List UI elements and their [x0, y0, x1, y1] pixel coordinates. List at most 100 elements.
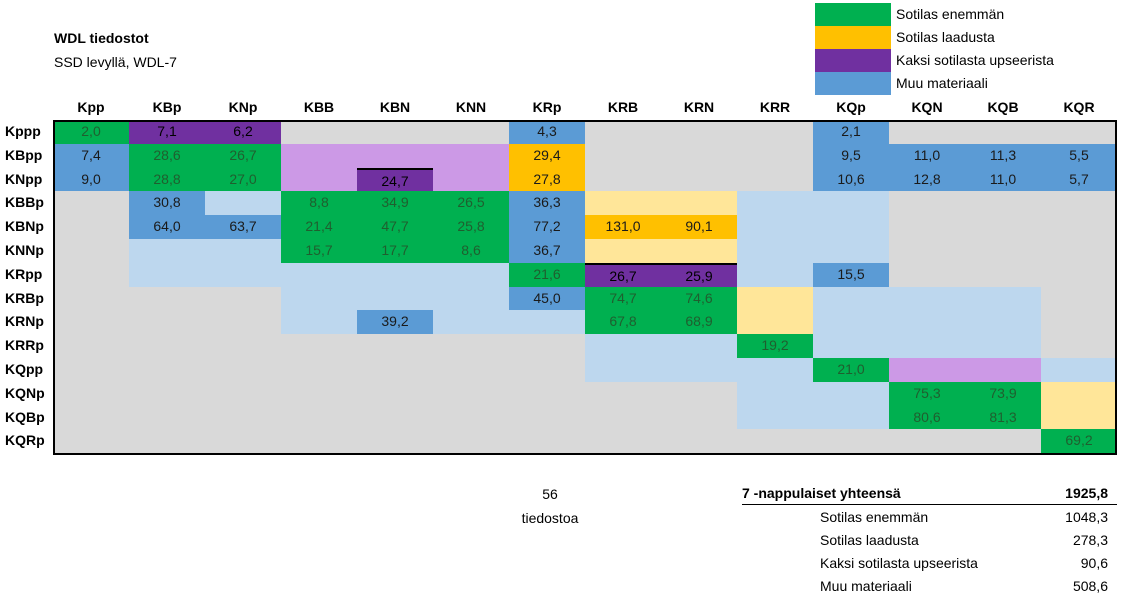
table-cell	[53, 358, 129, 383]
table-cell	[965, 286, 1041, 311]
file-count-label: tiedostoa	[521, 510, 579, 526]
row-header: KNNp	[5, 242, 44, 258]
table-cell	[1041, 381, 1117, 407]
table-cell	[357, 262, 433, 288]
legend-swatch-muu-materiaali	[815, 72, 891, 95]
row-header: KNpp	[5, 170, 43, 187]
table-cell	[281, 358, 357, 383]
table-cell	[1041, 191, 1117, 216]
column-header: KNp	[228, 99, 258, 115]
table-cell	[737, 120, 813, 145]
table-cell	[585, 120, 661, 145]
table-cell: 28,6	[129, 143, 205, 169]
table-cell	[281, 262, 357, 288]
table-cell	[205, 381, 281, 407]
table-cell	[281, 143, 357, 169]
table-cell	[965, 358, 1041, 383]
table-cell	[281, 334, 357, 359]
table-cell	[585, 405, 661, 430]
table-cell: 67,8	[585, 310, 661, 335]
table-cell	[889, 239, 965, 264]
table-cell: 6,2	[205, 120, 281, 145]
table-cell	[737, 310, 813, 335]
table-cell	[357, 358, 433, 383]
table-cell: 80,6	[889, 405, 965, 430]
table-cell	[129, 429, 205, 454]
table-cell	[813, 215, 889, 240]
table-cell	[53, 310, 129, 335]
table-cell	[813, 429, 889, 454]
table-cell	[53, 262, 129, 288]
table-cell	[205, 262, 281, 288]
summary-total-value: 1925,8	[1065, 485, 1108, 501]
column-header: KBB	[303, 99, 335, 115]
table-cell	[585, 358, 661, 383]
table-cell: 63,7	[205, 215, 281, 240]
table-cell: 26,5	[433, 191, 509, 216]
row-header: KBBp	[5, 194, 44, 211]
table-cell	[205, 405, 281, 430]
table-cell	[281, 381, 357, 407]
table-cell: 74,6	[661, 286, 737, 311]
table-cell	[509, 334, 585, 359]
table-cell	[1041, 358, 1117, 383]
table-cell: 19,2	[737, 334, 813, 359]
table-cell	[585, 191, 661, 216]
table-cell	[813, 310, 889, 335]
table-cell	[53, 381, 129, 407]
table-cell	[965, 239, 1041, 264]
table-cell	[509, 381, 585, 407]
summary-item-label: Kaksi sotilasta upseerista	[820, 555, 978, 571]
table-cell	[965, 310, 1041, 335]
table-cell	[433, 381, 509, 407]
table-cell: 77,2	[509, 215, 585, 240]
table-cell	[357, 405, 433, 430]
table-cell: 2,1	[813, 120, 889, 145]
table-cell	[433, 286, 509, 311]
table-cell	[661, 358, 737, 383]
column-header: KNN	[455, 99, 487, 115]
table-cell	[433, 143, 509, 169]
table-cell: 9,0	[53, 167, 129, 192]
table-cell: 73,9	[965, 381, 1041, 407]
legend-swatch-sotilas-enemman	[815, 3, 891, 26]
table-cell	[661, 167, 737, 192]
table-cell	[737, 358, 813, 383]
column-header: KQR	[1063, 99, 1095, 115]
table-cell	[129, 358, 205, 383]
table-cell: 8,8	[281, 191, 357, 216]
legend-label: Muu materiaali	[896, 75, 988, 91]
row-header: KQpp	[5, 361, 44, 377]
table-cell	[281, 405, 357, 430]
table-cell: 8,6	[433, 239, 509, 264]
table-cell	[585, 381, 661, 407]
column-header: KRp	[532, 99, 562, 115]
table-cell	[889, 310, 965, 335]
column-header: KBp	[152, 99, 182, 115]
table-cell: 2,0	[53, 120, 129, 145]
table-cell	[813, 381, 889, 407]
table-cell	[813, 191, 889, 216]
table-cell	[661, 334, 737, 359]
sheet-subtitle: SSD levyllä, WDL-7	[54, 54, 177, 70]
file-count-value: 56	[542, 486, 558, 502]
table-cell: 24,7	[357, 167, 433, 192]
row-header: KBpp	[5, 146, 43, 163]
table-cell	[965, 334, 1041, 359]
table-cell	[661, 239, 737, 264]
summary-item-label: Sotilas enemmän	[820, 509, 929, 525]
table-cell	[737, 215, 813, 240]
sheet-title: WDL tiedostot	[54, 30, 149, 46]
table-cell	[889, 120, 965, 145]
table-cell	[737, 239, 813, 264]
table-cell: 36,3	[509, 191, 585, 216]
table-cell: 75,3	[889, 381, 965, 407]
table-cell: 39,2	[357, 310, 433, 335]
table-cell: 64,0	[129, 215, 205, 240]
table-cell	[433, 405, 509, 430]
table-cell: 9,5	[813, 143, 889, 169]
table-cell	[661, 429, 737, 454]
table-cell	[585, 429, 661, 454]
table-cell	[357, 429, 433, 454]
summary-total-label: 7 -nappulaiset yhteensä	[742, 485, 901, 501]
